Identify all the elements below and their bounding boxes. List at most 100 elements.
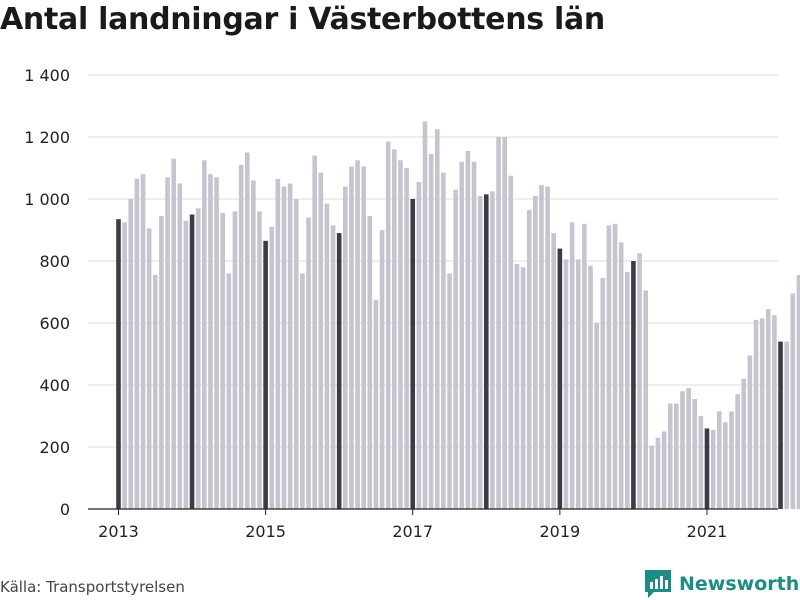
bar bbox=[575, 259, 581, 509]
bar bbox=[477, 195, 483, 509]
bar bbox=[146, 228, 152, 509]
x-tick-label: 2015 bbox=[245, 522, 286, 541]
y-tick-label: 400 bbox=[39, 376, 70, 395]
x-axis: 201320152017201920212023 bbox=[88, 508, 778, 541]
bar bbox=[600, 278, 606, 509]
bar bbox=[171, 158, 176, 509]
bar bbox=[729, 411, 734, 509]
bar bbox=[582, 223, 587, 510]
bar bbox=[716, 411, 722, 509]
bar bbox=[514, 264, 520, 509]
bar bbox=[508, 175, 514, 509]
bar bbox=[416, 181, 422, 509]
bar bbox=[128, 199, 134, 509]
bar bbox=[287, 183, 293, 509]
bar bbox=[189, 214, 195, 509]
bar bbox=[704, 428, 710, 509]
chart-title: Antal landningar i Västerbottens län bbox=[0, 2, 605, 37]
bar bbox=[624, 271, 630, 509]
bar bbox=[502, 137, 507, 509]
bar bbox=[618, 242, 624, 509]
bar bbox=[612, 223, 618, 510]
bar bbox=[741, 378, 747, 509]
bars bbox=[116, 121, 800, 510]
bar bbox=[484, 194, 489, 509]
bar bbox=[343, 186, 348, 509]
bar bbox=[631, 261, 636, 509]
bar bbox=[447, 273, 452, 509]
x-tick-label: 2017 bbox=[392, 522, 433, 541]
bar bbox=[251, 180, 256, 509]
bar bbox=[686, 388, 691, 509]
bar bbox=[569, 222, 575, 509]
bar bbox=[361, 166, 366, 509]
bar bbox=[710, 429, 716, 509]
bar bbox=[471, 161, 477, 510]
bar bbox=[692, 398, 698, 509]
bar bbox=[453, 189, 458, 509]
brand-logo: Newsworthy bbox=[645, 570, 800, 598]
bar bbox=[318, 172, 324, 509]
bar bbox=[263, 240, 268, 509]
bar bbox=[177, 183, 183, 509]
bar bbox=[441, 172, 446, 509]
bar bbox=[496, 137, 501, 509]
bar bbox=[202, 160, 207, 509]
bar bbox=[116, 219, 121, 509]
bar bbox=[765, 309, 771, 509]
bar bbox=[637, 253, 642, 509]
bar bbox=[134, 178, 140, 509]
y-tick-label: 1 200 bbox=[24, 128, 70, 147]
bar bbox=[269, 226, 275, 509]
y-tick-label: 800 bbox=[39, 252, 70, 271]
bar bbox=[490, 191, 495, 509]
bar bbox=[244, 152, 250, 509]
bar bbox=[208, 174, 213, 509]
bar bbox=[385, 141, 391, 509]
bar bbox=[220, 212, 226, 509]
bar bbox=[214, 177, 219, 510]
bar bbox=[680, 391, 685, 509]
bar bbox=[753, 319, 759, 509]
bar bbox=[422, 121, 428, 509]
bar bbox=[557, 248, 563, 509]
bar bbox=[588, 265, 593, 509]
bar bbox=[661, 431, 667, 509]
bar bbox=[312, 155, 317, 509]
y-tick-label: 1 000 bbox=[24, 190, 70, 209]
bar bbox=[533, 195, 538, 509]
bar bbox=[778, 341, 783, 509]
bar bbox=[723, 422, 728, 509]
bar bbox=[643, 290, 648, 509]
bar bbox=[324, 203, 330, 509]
bar bbox=[349, 166, 354, 509]
bar bbox=[330, 225, 336, 509]
bar bbox=[373, 299, 379, 509]
bar bbox=[465, 150, 471, 509]
bar bbox=[698, 416, 704, 509]
bar bbox=[551, 233, 557, 509]
bar bbox=[195, 208, 201, 510]
bar bbox=[759, 318, 765, 509]
bar bbox=[772, 315, 777, 509]
bar bbox=[790, 293, 796, 509]
bar bbox=[355, 160, 360, 509]
bar bbox=[735, 394, 740, 509]
bar bbox=[140, 174, 146, 509]
bar bbox=[655, 437, 661, 509]
bar bbox=[293, 199, 299, 509]
bar bbox=[226, 273, 232, 509]
bar bbox=[238, 164, 244, 509]
bar bbox=[784, 341, 789, 509]
bar bbox=[526, 209, 532, 509]
bar bbox=[594, 323, 599, 509]
brand-name: Newsworthy bbox=[679, 573, 800, 595]
bar bbox=[563, 259, 569, 509]
bar bbox=[545, 186, 550, 509]
bar bbox=[379, 230, 385, 509]
bar bbox=[539, 185, 544, 510]
bar bbox=[232, 211, 238, 509]
y-tick-label: 0 bbox=[60, 500, 70, 519]
y-tick-label: 200 bbox=[39, 438, 70, 457]
